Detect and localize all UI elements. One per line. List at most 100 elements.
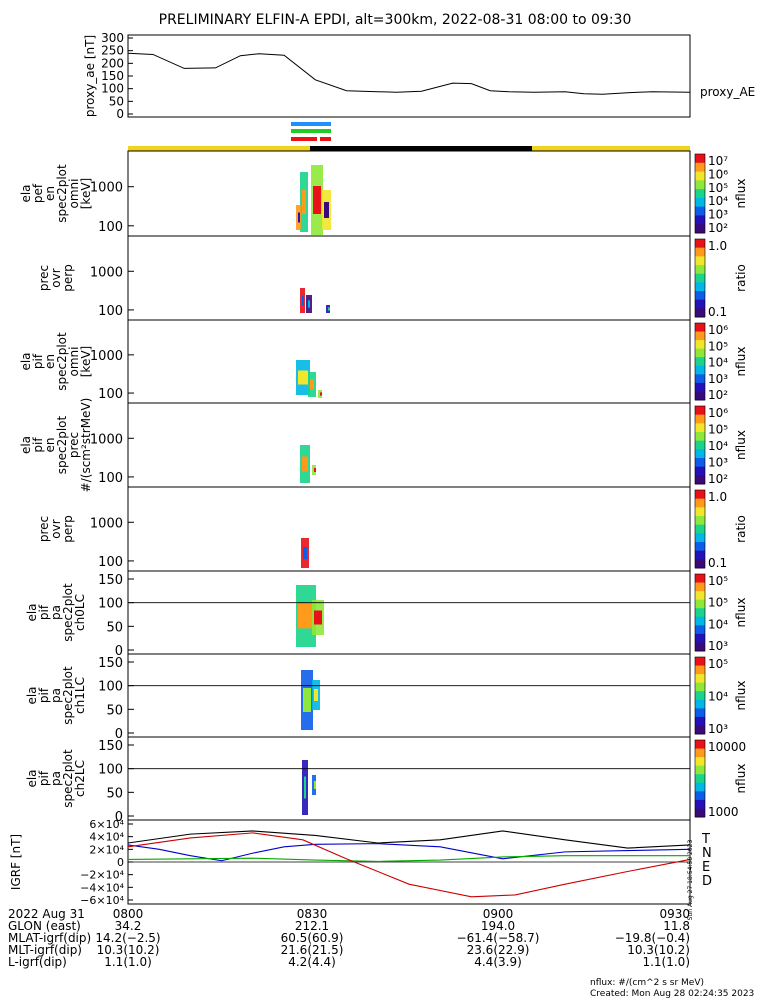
heatmap-cell — [302, 456, 308, 472]
colorbar-segment — [695, 574, 705, 584]
colorbar-segment — [695, 432, 705, 442]
ylabel-line: prec — [37, 516, 51, 542]
colorbar-segment — [695, 633, 705, 643]
footer-row-value: 10.3(10.2) — [97, 943, 160, 957]
heatmap-cell — [298, 603, 314, 629]
heatmap-cell — [314, 781, 316, 789]
colorbar-segment — [695, 340, 705, 350]
colorbar-frame — [694, 656, 706, 735]
ylabel-line: spec2plot — [61, 666, 75, 725]
igrf-line-D — [127, 832, 691, 898]
colorbar-frame — [694, 238, 706, 318]
y-tick-label: 200 — [101, 56, 124, 70]
colorbar-segment — [695, 331, 705, 341]
footer-row-label: L-igrf(dip) — [8, 955, 67, 969]
footer-row-value: 4.2(4.4) — [288, 955, 336, 969]
y-tick-label: 1000 — [90, 516, 123, 531]
heatmap-cell — [310, 379, 314, 390]
y-tick-label: 0 — [115, 727, 123, 742]
colorbar-label: ratio — [734, 515, 748, 543]
ylabel-line: ovr — [49, 519, 63, 538]
ylabel-line: perp — [61, 515, 75, 543]
colorbar-segment — [695, 808, 705, 818]
colorbar-frame — [694, 405, 706, 485]
colorbar-tick-label: 10³ — [708, 456, 728, 470]
colorbar-segment — [695, 716, 705, 726]
igrf-line-T — [127, 830, 691, 849]
y-tick-label: 100 — [98, 597, 123, 612]
colorbar-tick-label: 1.0 — [708, 490, 727, 504]
y-tick-label: 1000 — [90, 265, 123, 280]
footer-row-value: 212.1 — [295, 919, 329, 933]
zone-marker — [291, 137, 317, 141]
colorbar-segment — [695, 665, 705, 675]
legend-entry: N — [702, 846, 712, 861]
heatmap-frame — [127, 319, 691, 404]
proxy-ae-ylabel: proxy_ae [nT] — [83, 35, 97, 117]
side-stamp: Sun Aug 27 18:54:58 2023 — [687, 840, 694, 921]
colorbar-segment — [695, 382, 705, 392]
footer-row-value: 0800 — [113, 907, 144, 921]
colorbar-frame — [694, 489, 706, 569]
colorbar-segment — [695, 162, 705, 173]
colorbar-tick-label: 10⁵ — [708, 574, 728, 588]
colorbar-segment — [695, 748, 705, 758]
y-tick-label: −2×10⁴ — [80, 869, 124, 882]
colorbar-segment — [695, 507, 705, 517]
colorbar-segment — [695, 582, 705, 592]
colorbar-frame — [694, 322, 706, 401]
colorbar-label: ratio — [734, 264, 748, 292]
colorbar-segment — [695, 608, 705, 618]
y-tick-label: 0 — [117, 856, 124, 869]
y-tick-label: 2×10⁴ — [89, 843, 124, 856]
colorbar-segment — [695, 414, 705, 424]
heatmap-panel-1: 1000100elapefenspec2plotomni[keV]10⁷10⁶1… — [19, 150, 748, 237]
heatmap-cell — [298, 370, 308, 385]
colorbar-tick-label: 10⁵ — [708, 596, 728, 610]
ylabel-line: pif — [37, 687, 51, 703]
colorbar-segment — [695, 616, 705, 626]
colorbar-tick-label: 10³ — [708, 639, 728, 653]
footer-row-value: 0830 — [297, 907, 328, 921]
ylabel-line: ela — [25, 686, 39, 704]
colorbar-tick-label: 10³ — [708, 722, 728, 736]
legend-entry: T — [701, 832, 710, 847]
colorbar-tick-label: 10³ — [708, 372, 728, 386]
orbit-bar-shadow — [310, 146, 532, 151]
footer-row-value: 1.1(1.0) — [642, 955, 690, 969]
colorbar-tick-label: 10² — [708, 388, 728, 402]
colorbar-label: nflux — [734, 179, 748, 209]
heatmap-cell — [320, 392, 322, 396]
y-tick-label: 50 — [106, 703, 123, 718]
igrf-line-N — [127, 843, 691, 862]
colorbar-tick-label: 10⁶ — [708, 323, 728, 337]
colorbar-segment — [695, 550, 705, 560]
colorbar-segment — [695, 348, 705, 358]
ylabel-line: pef — [31, 183, 45, 203]
footer-row-label: MLAT-igrf(dip) — [8, 931, 91, 945]
ylabel-line: pa — [49, 771, 63, 786]
y-tick-label: 150 — [98, 573, 123, 588]
colorbar-tick-label: 10⁴ — [708, 356, 728, 370]
ylabel-line: ela — [19, 352, 33, 370]
colorbar-segment — [695, 440, 705, 450]
y-tick-label: 100 — [98, 304, 123, 319]
colorbar-segment — [695, 559, 705, 569]
ylabel-line: en — [43, 354, 57, 369]
colorbar-segment — [695, 256, 705, 266]
colorbar-segment — [695, 154, 705, 164]
colorbar-segment — [695, 708, 705, 718]
ylabel-line: pif — [31, 437, 45, 453]
ylabel-line: ch1LC — [73, 677, 87, 714]
colorbar-segment — [695, 765, 705, 775]
footer-row-value: 60.5(60.9) — [281, 931, 344, 945]
footer-row-value: 34.2 — [115, 919, 142, 933]
ylabel-line: omni — [67, 179, 81, 209]
ylabel-line: [keV] — [79, 346, 93, 377]
ylabel-line: [keV] — [79, 178, 93, 209]
footer-row-label: 2022 Aug 31 — [8, 907, 85, 921]
